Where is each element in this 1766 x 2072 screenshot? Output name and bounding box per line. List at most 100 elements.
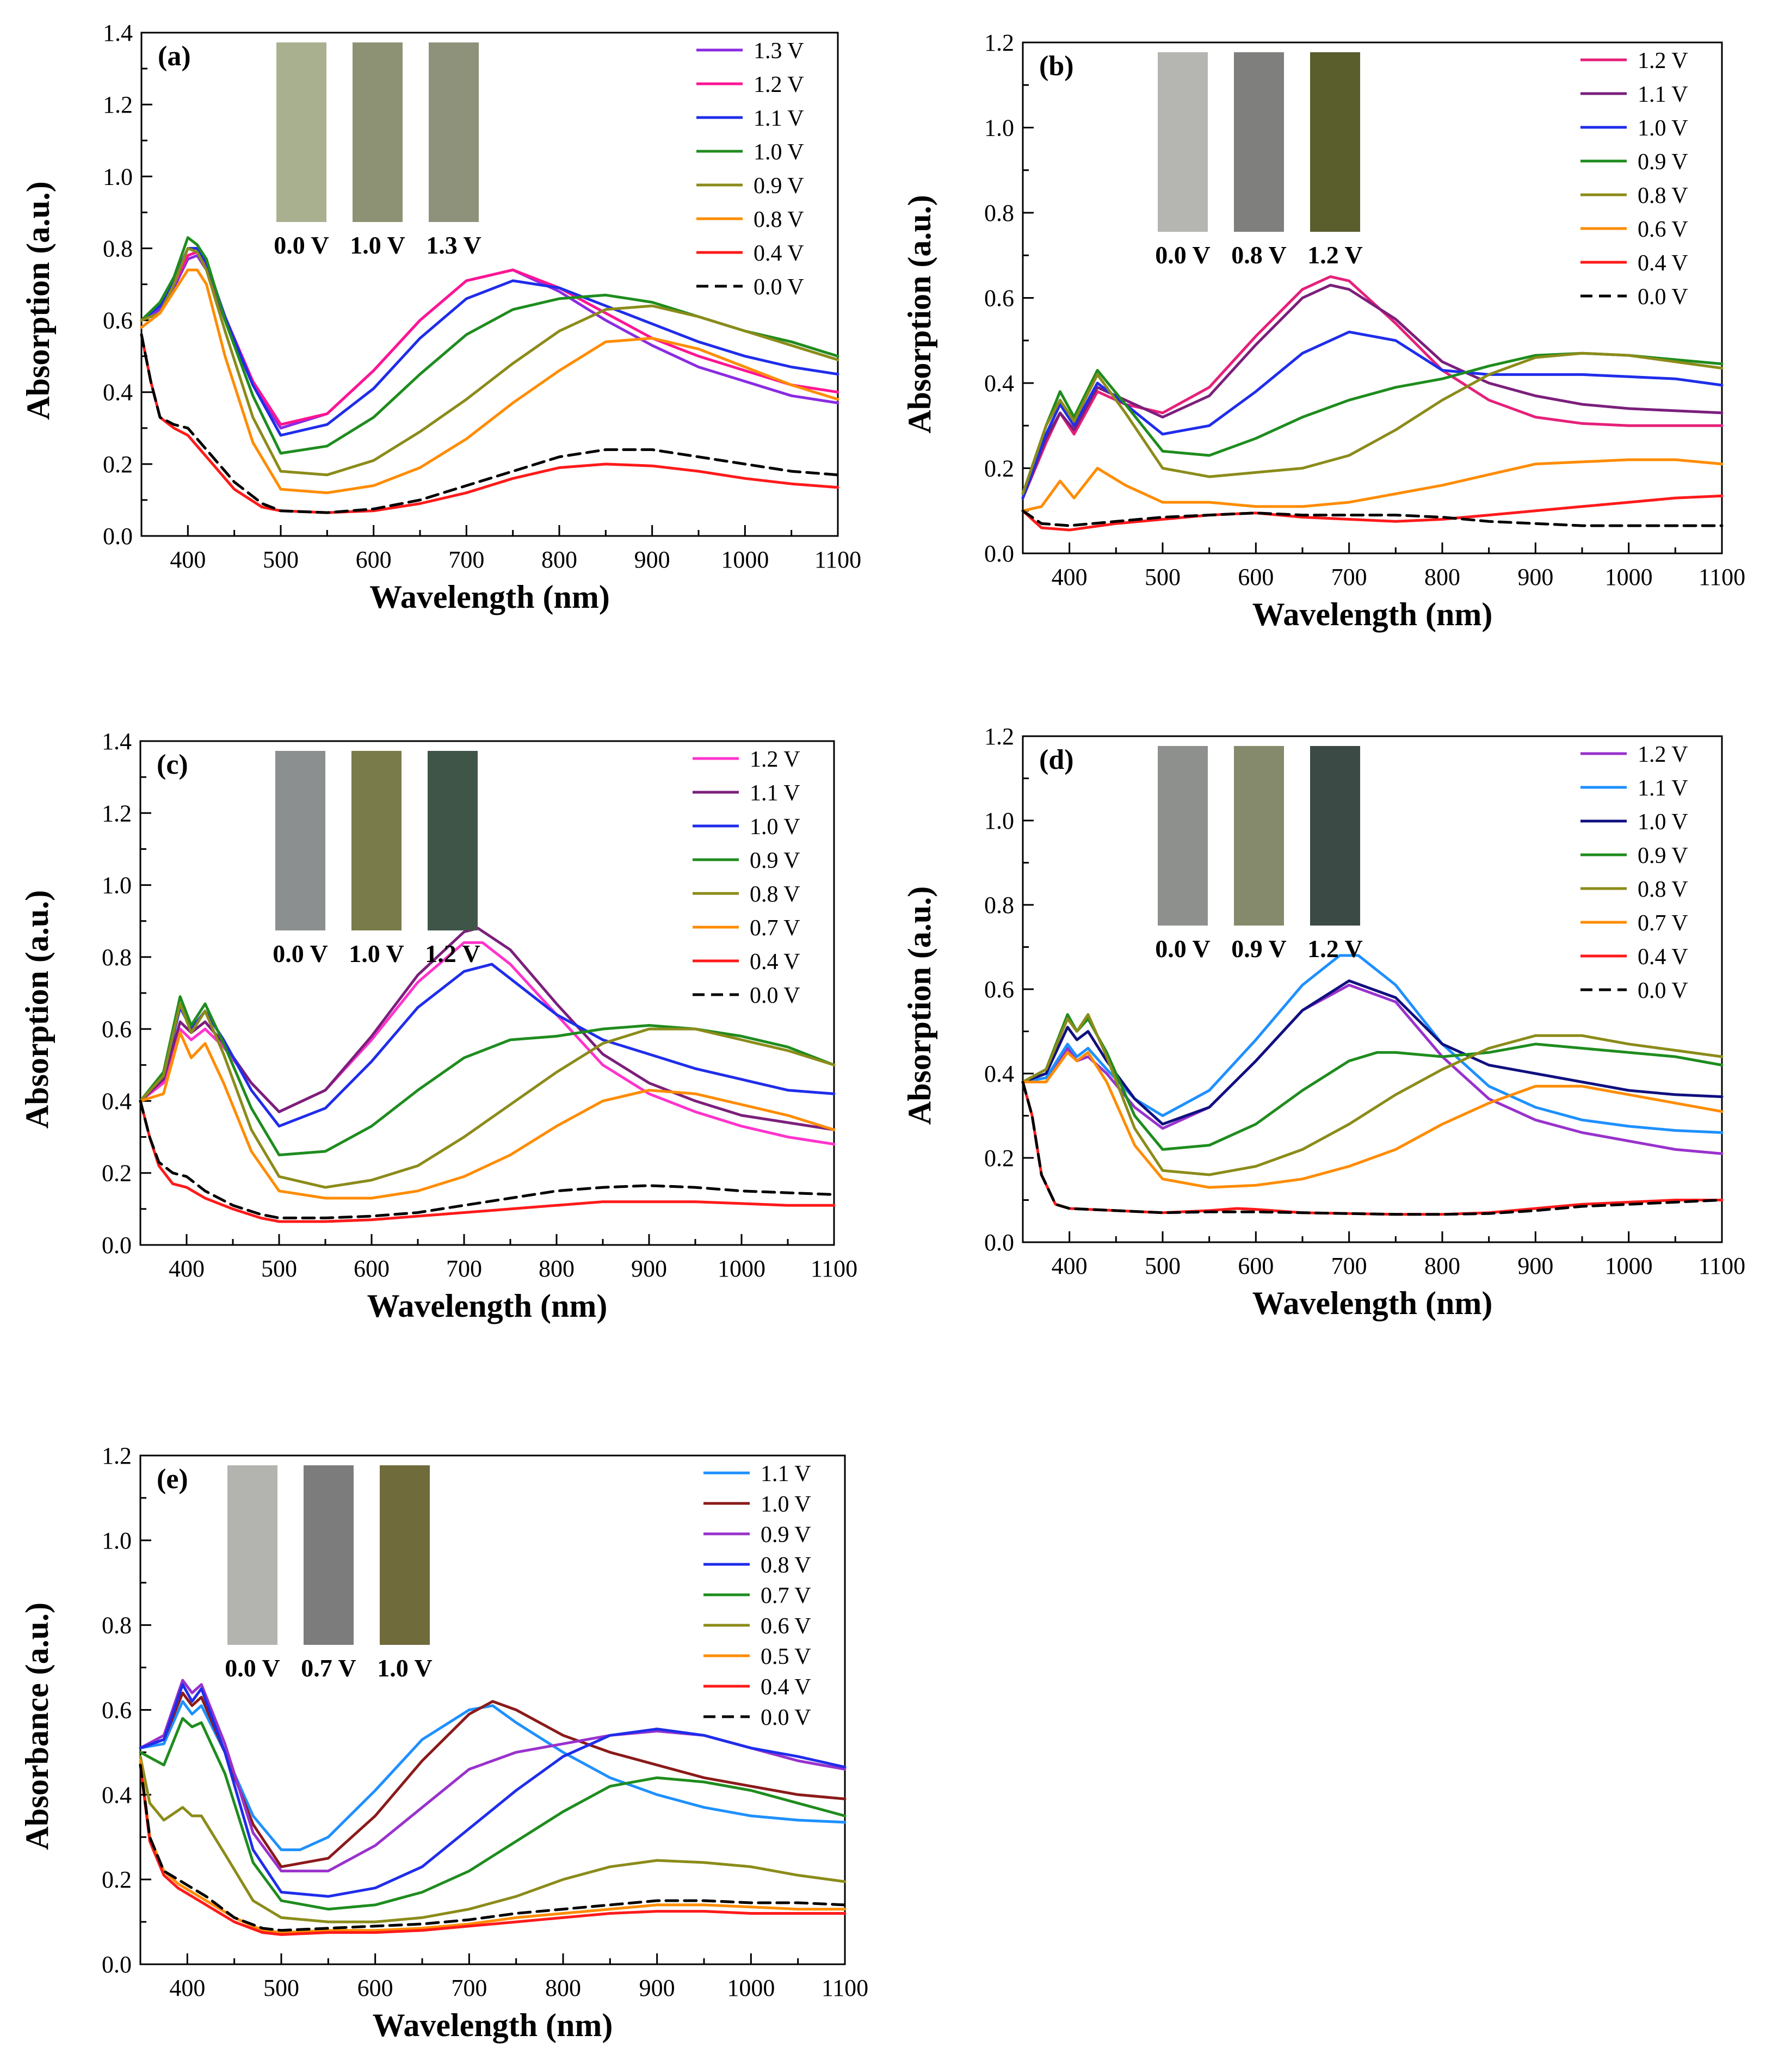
x-tick-label: 1100 xyxy=(811,1255,857,1282)
y-tick-label: 0.2 xyxy=(103,451,133,478)
x-tick-label: 900 xyxy=(639,1975,675,2001)
legend-label: 0.0 V xyxy=(761,1705,811,1730)
y-tick-label: 0.2 xyxy=(984,1145,1014,1171)
panel-label: (b) xyxy=(1039,51,1074,82)
series-line xyxy=(139,1763,847,1936)
y-tick-label: 1.0 xyxy=(984,807,1014,834)
legend-label: 0.9 V xyxy=(1638,150,1688,175)
sample-photo-label: 0.0 V xyxy=(1155,241,1210,269)
legend-label: 1.0 V xyxy=(1638,810,1688,835)
x-tick-label: 1100 xyxy=(1699,1253,1745,1279)
panel-b: 400 500 600 700 800 900 1000 1100 0.0 0.2 0.4 0.6 0.… xyxy=(901,29,1745,632)
series-line xyxy=(1021,954,1724,1134)
sample-photo-label: 0.7 V xyxy=(301,1654,356,1682)
x-tick-label: 600 xyxy=(1238,1253,1274,1279)
y-tick-label: 1.2 xyxy=(102,1442,132,1469)
x-tick-label: 800 xyxy=(545,1975,581,2001)
panel-e: 400 500 600 700 800 900 1000 1100 0.0 0.2 0.4 0.6 0.… xyxy=(19,1442,868,2043)
legend-label: 1.1 V xyxy=(1638,776,1688,801)
legend-label: 0.8 V xyxy=(761,1553,811,1578)
sample-photo xyxy=(1310,746,1360,926)
x-axis-title: Wavelength (nm) xyxy=(367,1288,608,1324)
sample-photo-label: 0.0 V xyxy=(274,231,329,259)
y-tick-label: 0.2 xyxy=(984,455,1014,482)
y-tick-label: 0.8 xyxy=(103,235,133,262)
plot-frame xyxy=(1022,41,1723,554)
series-line xyxy=(140,254,839,430)
x-tick-label: 700 xyxy=(451,1975,487,2001)
series-line xyxy=(1021,1081,1724,1216)
legend-label: 0.4 V xyxy=(761,1675,811,1700)
y-tick-label: 0.0 xyxy=(102,1232,132,1259)
y-axis-title: Absorption (a.u.) xyxy=(901,886,937,1125)
sample-photo-label: 1.2 V xyxy=(425,940,480,967)
sample-photo-label: 1.3 V xyxy=(426,231,481,259)
x-tick-label: 800 xyxy=(539,1255,575,1282)
sample-photo xyxy=(1310,52,1360,232)
panel-label: (d) xyxy=(1039,744,1074,775)
series-line xyxy=(140,246,839,477)
y-axis-title: Absorbance (a.u.) xyxy=(19,1602,55,1850)
x-axis-title: Wavelength (nm) xyxy=(369,579,610,615)
legend-label: 0.0 V xyxy=(1638,978,1688,1003)
sample-photo-label: 0.9 V xyxy=(1231,935,1286,963)
x-tick-label: 400 xyxy=(169,1255,205,1282)
plot-frame xyxy=(139,740,835,1246)
x-tick-label: 900 xyxy=(634,546,670,573)
sample-photo-label: 1.2 V xyxy=(1307,935,1362,963)
y-tick-label: 0.4 xyxy=(103,379,133,406)
sample-photo xyxy=(276,42,326,222)
legend-label: 0.8 V xyxy=(1638,877,1688,902)
sample-photo xyxy=(275,751,325,930)
legend-label: 1.1 V xyxy=(1638,82,1688,107)
x-tick-label: 700 xyxy=(446,1255,482,1282)
x-tick-label: 400 xyxy=(1052,564,1088,590)
y-tick-label: 0.8 xyxy=(984,892,1014,918)
y-tick-label: 0.8 xyxy=(984,200,1014,226)
legend-label: 0.0 V xyxy=(1638,285,1688,310)
sample-photo xyxy=(227,1465,277,1645)
legend-label: 0.7 V xyxy=(750,916,800,941)
y-tick-label: 0.4 xyxy=(984,370,1014,397)
legend-label: 1.2 V xyxy=(1638,742,1688,767)
series-line xyxy=(139,1683,847,1898)
x-tick-label: 500 xyxy=(1145,564,1181,590)
panel-d: 400 500 600 700 800 900 1000 1100 0.0 0.2 0.4 0.6 0.… xyxy=(901,723,1745,1321)
x-tick-label: 900 xyxy=(1517,1253,1553,1279)
sample-photo xyxy=(1158,746,1208,926)
sample-photo-label: 1.2 V xyxy=(1307,241,1362,269)
legend-label: 0.9 V xyxy=(1638,843,1688,868)
series-line xyxy=(140,250,839,426)
x-tick-label: 800 xyxy=(1424,564,1460,590)
series-line xyxy=(139,1700,847,1852)
legend-label: 1.1 V xyxy=(761,1461,811,1487)
y-tick-label: 0.6 xyxy=(102,1016,132,1043)
sample-photo-label: 0.8 V xyxy=(1231,241,1286,269)
legend-label: 0.8 V xyxy=(1638,183,1688,208)
x-tick-label: 500 xyxy=(261,1255,297,1282)
series-line xyxy=(1021,494,1724,532)
y-tick-label: 1.2 xyxy=(984,723,1014,750)
y-tick-label: 1.4 xyxy=(102,728,132,755)
y-tick-label: 0.2 xyxy=(102,1866,132,1893)
legend-label: 1.1 V xyxy=(754,106,804,131)
sample-photo xyxy=(1234,52,1284,232)
x-tick-label: 1000 xyxy=(718,1255,765,1282)
series-line xyxy=(139,1031,836,1200)
panel-label: (a) xyxy=(158,41,191,72)
series-line xyxy=(1021,979,1724,1126)
series-line xyxy=(140,333,839,514)
y-tick-label: 1.2 xyxy=(102,800,132,827)
panel-label: (e) xyxy=(157,1464,188,1495)
sample-photo xyxy=(353,42,403,222)
series-line xyxy=(139,1002,836,1189)
y-tick-label: 1.0 xyxy=(102,1527,132,1554)
legend-label: 0.0 V xyxy=(754,275,804,300)
legend-label: 0.0 V xyxy=(750,983,800,1008)
series-line xyxy=(1021,458,1724,513)
legend-label: 0.7 V xyxy=(1638,911,1688,936)
series-line xyxy=(1021,1051,1724,1189)
x-axis-title: Wavelength (nm) xyxy=(1252,596,1493,632)
series-line xyxy=(1021,1013,1724,1176)
